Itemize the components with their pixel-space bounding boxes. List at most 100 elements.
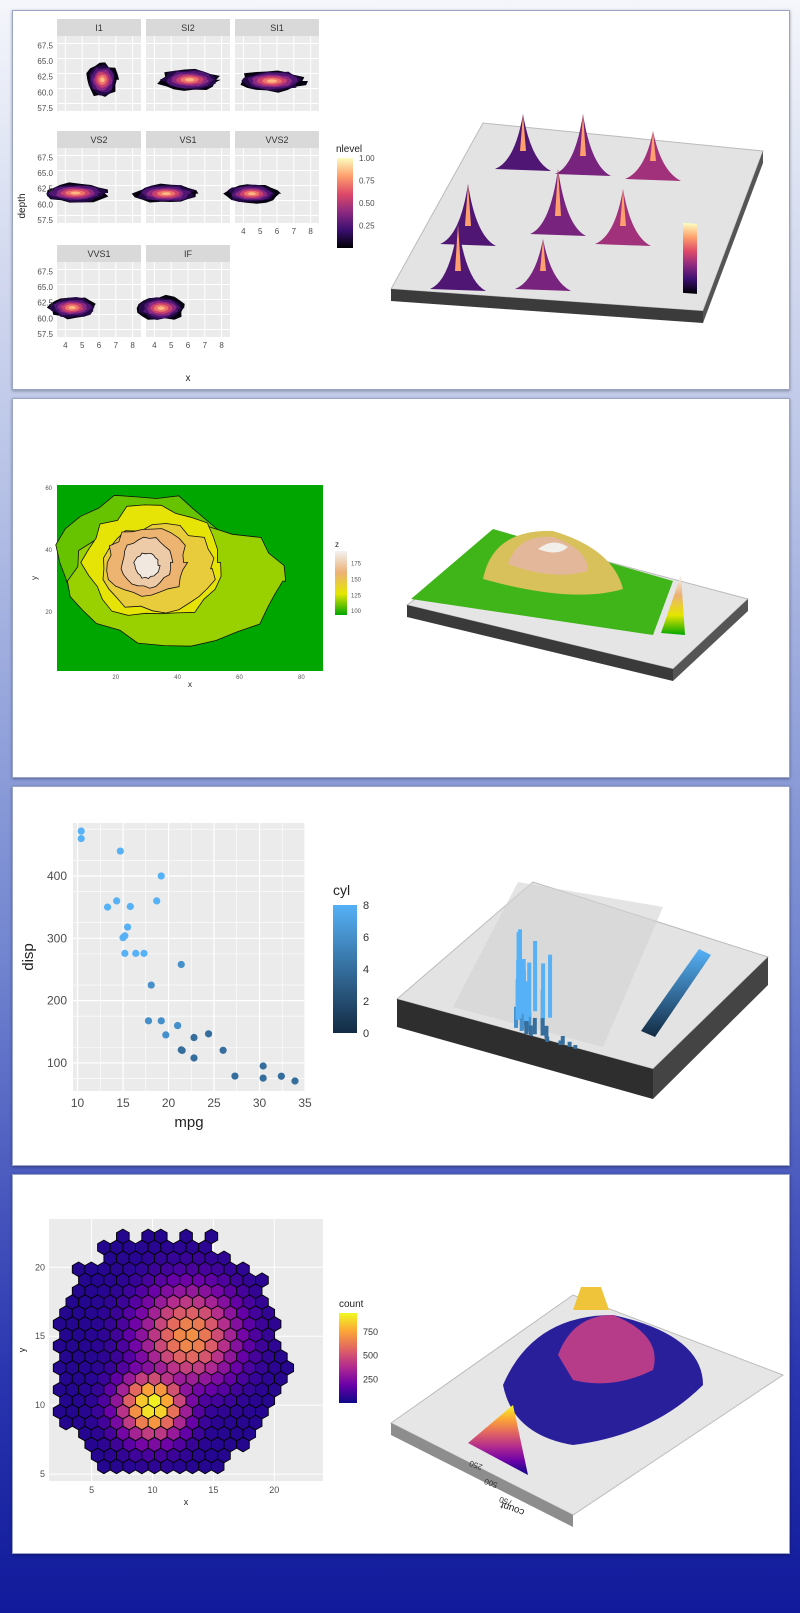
x-tick-label: 20 — [269, 1485, 279, 1495]
x-axis-title: mpg — [174, 1114, 203, 1131]
facet-strip — [146, 19, 230, 36]
3d-legend-tick-label: 250 — [468, 1458, 484, 1471]
x-tick-label: 10 — [71, 1096, 85, 1110]
3d-point-column — [527, 1011, 532, 1032]
scatter-point — [147, 981, 155, 989]
x-axis-title: x — [184, 1497, 189, 1507]
legend-tick-label: 0.25 — [359, 222, 375, 231]
legend-tick-label: 175 — [351, 562, 362, 568]
y-tick-label: 15 — [35, 1331, 45, 1341]
3d-point-column — [541, 963, 546, 1020]
y-tick-label: 5 — [40, 1469, 45, 1479]
y-axis-title: y — [17, 1347, 27, 1352]
x-tick-label: 6 — [275, 227, 280, 236]
3d-peak-highlight — [540, 239, 546, 271]
x-tick-label: 6 — [97, 341, 102, 350]
y-tick-label: 60 — [45, 486, 52, 492]
3d-point-column — [573, 1045, 578, 1049]
3d-legend-bar — [683, 222, 697, 294]
x-tick-label: 80 — [298, 675, 305, 681]
x-tick-label: 30 — [253, 1096, 267, 1110]
y-tick-label: 400 — [47, 869, 67, 883]
3d-point-column — [567, 1041, 572, 1047]
3d-base-side — [391, 1423, 573, 1527]
3d-point-column — [558, 1040, 563, 1046]
3d-panel-floor — [453, 882, 663, 1047]
scatter-point — [121, 949, 129, 957]
hexbin-cell — [160, 1458, 174, 1475]
scatter-point — [259, 1062, 267, 1070]
facet-label: SI1 — [270, 23, 284, 33]
density-level — [161, 192, 171, 196]
3d-base-side — [703, 151, 763, 323]
3d-legend-bar — [661, 575, 685, 635]
scatter-point — [157, 1017, 165, 1025]
x-tick-label: 20 — [162, 1096, 176, 1110]
legend-colorbar — [335, 551, 347, 615]
3d-point-column — [548, 954, 553, 1018]
3d-base-side — [653, 957, 768, 1099]
x-tick-label: 8 — [219, 341, 224, 350]
hexbin-cell — [59, 1414, 73, 1431]
hexbin-cell — [198, 1458, 212, 1475]
scatter-point — [132, 949, 140, 957]
facet-label: IF — [184, 249, 193, 259]
y-tick-label: 67.5 — [37, 153, 53, 162]
3d-point-column — [528, 1025, 533, 1036]
rendered-3d-view — [395, 881, 769, 1099]
density-level — [267, 79, 277, 83]
legend-tick-label: 125 — [351, 593, 362, 599]
x-tick-label: 10 — [148, 1485, 158, 1495]
legend-title: nlevel — [336, 144, 362, 155]
3d-surface-peak — [508, 536, 588, 575]
x-axis-title: x — [188, 680, 192, 689]
volcano-chart: 60 40 20 20 40 60 80 y x z 175 150 125 100 — [30, 485, 750, 689]
rendered-3d-view — [390, 114, 764, 323]
x-tick-label: 7 — [292, 227, 297, 236]
contour-band — [133, 552, 161, 579]
y-tick-label: 65.0 — [37, 169, 53, 178]
scatter-point — [291, 1077, 299, 1085]
3d-point-column — [519, 1013, 524, 1031]
x-tick-label: 8 — [308, 227, 313, 236]
legend-tick-label: 750 — [363, 1327, 378, 1337]
y-axis-title: disp — [20, 943, 37, 971]
scatter-point — [177, 1046, 185, 1054]
3d-peak-highlight — [455, 224, 461, 271]
scatter-point — [140, 949, 148, 957]
x-tick-label: 6 — [186, 341, 191, 350]
legend-title: cyl — [333, 882, 350, 898]
legend-tick-label: 150 — [351, 578, 362, 584]
3d-peak-highlight — [520, 114, 526, 151]
facet-strip — [146, 131, 230, 148]
legend-tick-label: 4 — [363, 964, 369, 976]
3d-point-column — [532, 1017, 537, 1035]
facet-strip — [57, 245, 141, 262]
legend-colorbar — [333, 905, 357, 1033]
3d-peak-highlight — [555, 169, 561, 216]
panel-mtcars: 400 300 200 100 10 15 20 25 30 35 disp mpg cyl 8 6 4 2 0 — [12, 786, 790, 1166]
3d-surface-summit — [538, 542, 568, 553]
facet-VS2: VS2 — [46, 131, 141, 223]
y-tick-label: 60.0 — [37, 314, 53, 323]
scatter-point — [277, 1072, 285, 1080]
3d-point-column — [527, 962, 532, 1017]
hexbin-cell — [135, 1458, 149, 1475]
legend-tick-label: 2 — [363, 996, 369, 1008]
scatter-point — [177, 960, 185, 969]
x-tick-label: 40 — [174, 675, 181, 681]
3d-point-column — [560, 1036, 565, 1045]
x-tick-label: 5 — [80, 341, 85, 350]
facet-label: VVS1 — [87, 249, 110, 259]
hexbin-cell — [210, 1458, 225, 1475]
x-tick-label: 4 — [63, 341, 68, 350]
facet-SI1: SI1 — [235, 19, 319, 111]
scatter-point — [190, 1033, 198, 1042]
x-tick-label: 20 — [112, 675, 119, 681]
hexbin-cell — [97, 1458, 111, 1475]
3d-point-column — [517, 973, 522, 1019]
hexbin-cell — [172, 1458, 187, 1475]
legend-tick-label: 250 — [363, 1374, 378, 1384]
3d-base-side — [673, 599, 748, 681]
